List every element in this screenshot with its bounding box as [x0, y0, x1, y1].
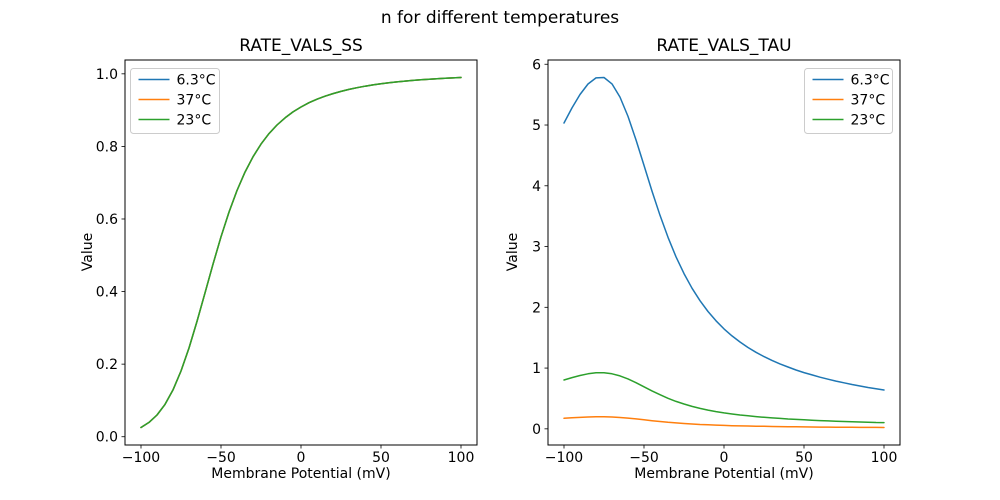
legend-box	[804, 68, 893, 134]
subplot-ss-ylabel: Value	[80, 232, 96, 272]
y-tick-label: 0.6	[96, 212, 118, 228]
x-tick-label: 0	[297, 450, 306, 466]
x-tick-label: −100	[545, 450, 583, 466]
x-tick-label: −50	[206, 450, 236, 466]
x-tick-label: 0	[720, 450, 729, 466]
legend-entry-label: 6.3°C	[177, 73, 216, 89]
curve-23-c	[563, 372, 885, 424]
x-tick-label: 50	[795, 450, 813, 466]
legend-entry-label: 37°C	[177, 93, 212, 109]
subplot-tau-ylabel: Value	[505, 232, 521, 272]
y-tick-label: 1.0	[96, 67, 118, 83]
figure-suptitle: n for different temperatures	[380, 8, 620, 28]
curve-23-c	[140, 76, 462, 429]
curve-37-c	[563, 416, 885, 429]
x-tick-label: −100	[122, 450, 160, 466]
y-tick-label: 4	[532, 179, 541, 195]
subplot-ss: −100 −50 0 50 100 0.0 0.2 0.4 0.6 0.8 1.0 6.3°C 37°C…	[96, 59, 478, 466]
x-tick-label: 50	[372, 450, 390, 466]
y-tick-label: 6	[532, 57, 541, 73]
x-tick-label: 100	[871, 450, 898, 466]
y-tick-label: 0.2	[96, 357, 118, 373]
y-tick-label: 0	[532, 422, 541, 438]
subplot-tau: −100 −50 0 50 100 0 1 2 3 4 5 6 6.3°C 37°C 23°C	[532, 57, 901, 466]
subplot-ss-xlabel: Membrane Potential (mV)	[211, 466, 391, 482]
legend-entry-label: 23°C	[851, 113, 886, 129]
legend-entry-label: 23°C	[177, 113, 212, 129]
subplot-tau-title: RATE_VALS_TAU	[656, 36, 792, 56]
legend-box	[130, 68, 220, 134]
y-tick-label: 0.0	[96, 430, 118, 446]
x-tick-label: −50	[629, 450, 659, 466]
subplot-tau-xlabel: Membrane Potential (mV)	[634, 466, 814, 482]
y-tick-label: 1	[532, 361, 541, 377]
curve-6-3-c	[563, 76, 885, 391]
x-tick-label: 100	[448, 450, 475, 466]
y-tick-label: 3	[532, 240, 541, 256]
subplot-ss-title: RATE_VALS_SS	[239, 36, 363, 56]
y-tick-label: 2	[532, 300, 541, 316]
y-tick-label: 0.8	[96, 139, 118, 155]
legend-entry-label: 37°C	[851, 93, 886, 109]
legend-entry-label: 6.3°C	[851, 73, 890, 89]
y-tick-label: 0.4	[96, 285, 118, 301]
y-tick-label: 5	[532, 118, 541, 134]
